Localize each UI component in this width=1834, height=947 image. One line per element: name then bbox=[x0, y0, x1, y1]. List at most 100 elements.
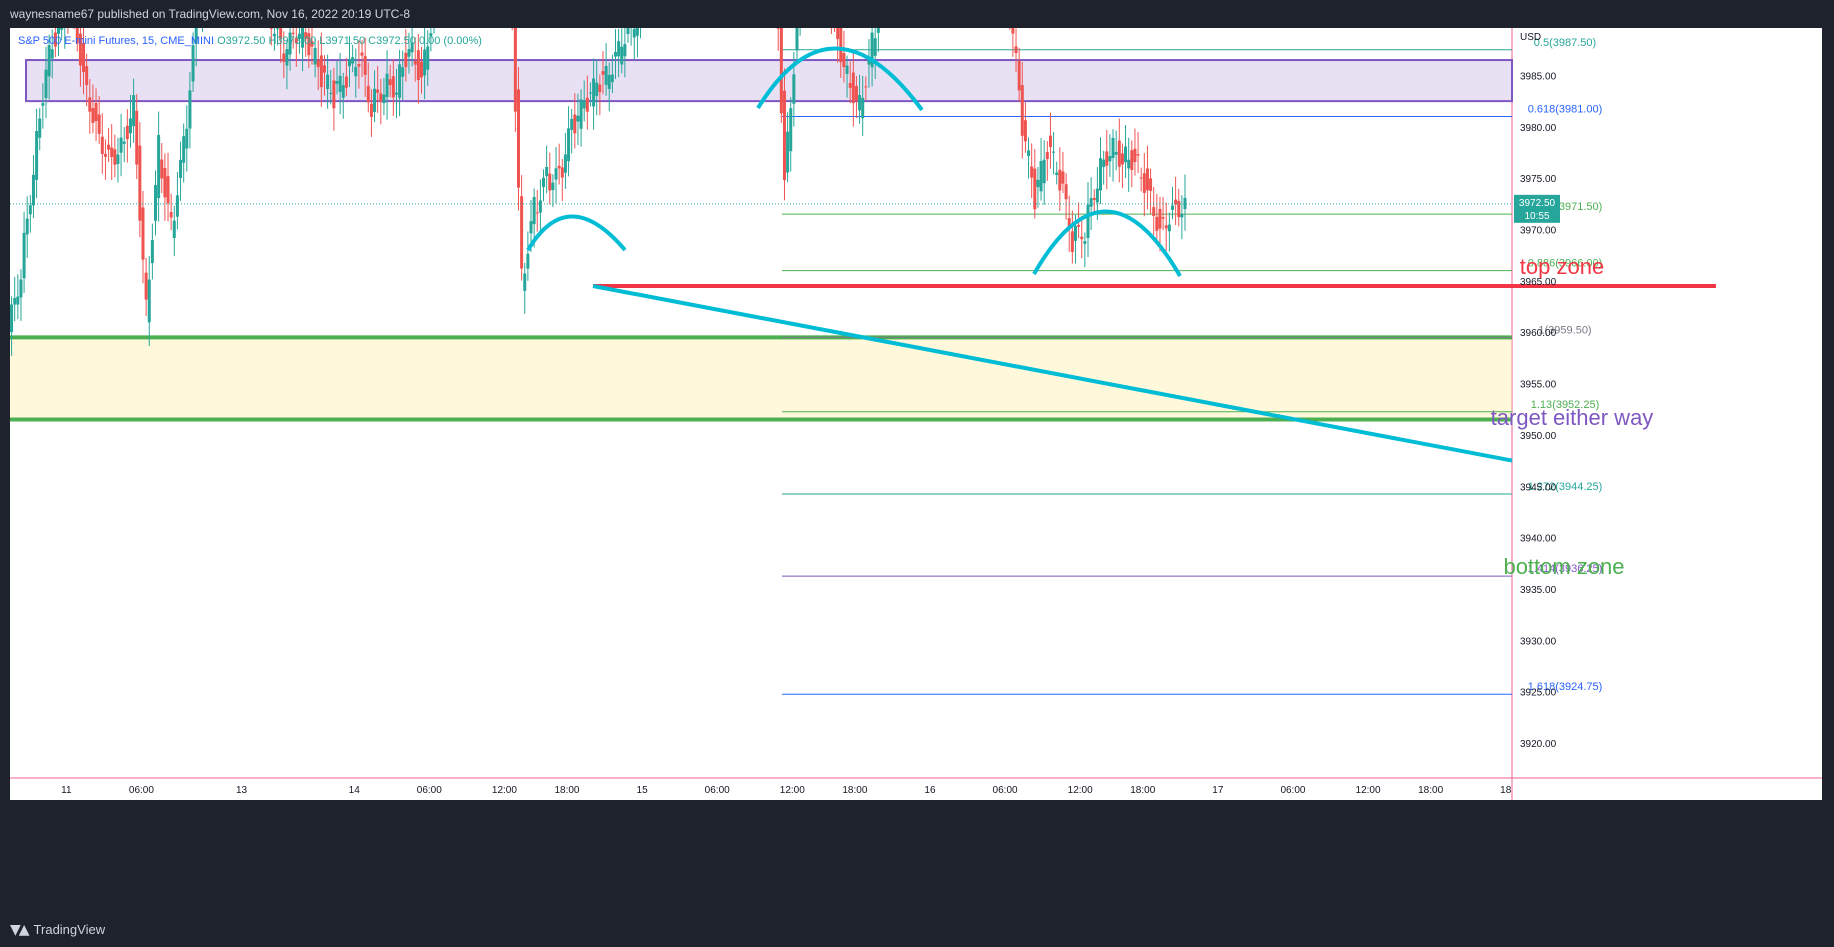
candle-body bbox=[526, 253, 530, 269]
candle-body bbox=[854, 85, 858, 101]
candle-body bbox=[782, 90, 786, 181]
legend-field: L3971.50 bbox=[316, 35, 365, 47]
candle-body bbox=[1105, 151, 1109, 166]
candle-body bbox=[22, 232, 26, 279]
candle-body bbox=[94, 102, 98, 122]
candle-body bbox=[360, 52, 364, 56]
candle-body bbox=[851, 72, 855, 104]
time-tick-label: 18:00 bbox=[842, 785, 867, 796]
candle-body bbox=[1042, 159, 1046, 184]
candle-body bbox=[1174, 199, 1178, 205]
candle-body bbox=[1039, 161, 1043, 192]
candle-body bbox=[617, 41, 621, 57]
plot-area bbox=[10, 28, 1512, 778]
fib-level-label: 1(3959.50) bbox=[1538, 324, 1591, 336]
candle-body bbox=[410, 42, 414, 53]
candle-body bbox=[382, 94, 386, 104]
candle-body bbox=[404, 52, 408, 68]
candle-body bbox=[532, 196, 536, 225]
fib-level-label: 1.272(3944.25) bbox=[1528, 481, 1603, 493]
candle-body bbox=[1011, 4, 1015, 34]
candle-body bbox=[91, 108, 95, 123]
candle-body bbox=[582, 100, 586, 109]
tradingview-brand[interactable]: ▼▲ TradingView bbox=[10, 922, 105, 938]
candle-body bbox=[620, 46, 624, 65]
time-tick-label: 06:00 bbox=[705, 785, 730, 796]
time-tick-label: 18:00 bbox=[1130, 785, 1155, 796]
candle-body bbox=[1073, 225, 1077, 241]
candle-body bbox=[1048, 135, 1052, 147]
candle-body bbox=[1067, 218, 1071, 230]
legend-field: S&P 500 E-mini Futures, 15, CME_MINI bbox=[18, 35, 214, 47]
candle-body bbox=[366, 85, 370, 103]
candle-body bbox=[551, 182, 555, 191]
candle-body bbox=[335, 81, 339, 84]
candle-body bbox=[391, 76, 395, 98]
candle-body bbox=[861, 97, 865, 119]
candle-body bbox=[401, 67, 405, 77]
candle-body bbox=[538, 200, 542, 213]
candle-body bbox=[291, 32, 295, 34]
time-tick-label: 12:00 bbox=[780, 785, 805, 796]
candle-body bbox=[160, 159, 164, 179]
candle-body bbox=[50, 49, 54, 59]
footer-bar: ▼▲ TradingView bbox=[0, 912, 1834, 947]
candle-body bbox=[1020, 85, 1024, 136]
candle-body bbox=[1058, 169, 1062, 191]
candle-body bbox=[379, 93, 383, 102]
candle-body bbox=[316, 60, 320, 68]
candle-body bbox=[297, 33, 301, 39]
candle-body bbox=[573, 114, 577, 134]
candle-body bbox=[423, 49, 427, 76]
price-tick-label: 3955.00 bbox=[1520, 380, 1557, 391]
candle-body bbox=[338, 75, 342, 92]
candle-body bbox=[272, 33, 276, 37]
candle-body bbox=[78, 33, 82, 66]
candle-body bbox=[523, 273, 527, 291]
candle-body bbox=[110, 147, 114, 158]
candle-body bbox=[1136, 154, 1140, 156]
candle-body bbox=[1133, 148, 1137, 163]
candle-body bbox=[1077, 224, 1081, 227]
candle-body bbox=[288, 32, 292, 55]
candle-body bbox=[839, 24, 843, 63]
candle-body bbox=[407, 49, 411, 57]
candle-body bbox=[1117, 140, 1121, 167]
candle-body bbox=[19, 279, 23, 298]
candle-body bbox=[1027, 150, 1031, 156]
candle-body bbox=[1095, 188, 1099, 203]
candle-body bbox=[326, 74, 330, 89]
time-tick-label: 06:00 bbox=[129, 785, 154, 796]
price-chart[interactable]: 0(4015.50)0.15(4008.25)0.382(3994.25)0.5… bbox=[0, 0, 1834, 912]
candle-body bbox=[1120, 153, 1124, 165]
candle-body bbox=[103, 153, 107, 157]
candle-body bbox=[419, 61, 423, 78]
candle-body bbox=[10, 304, 14, 333]
legend-field: 0.00 (0.00%) bbox=[416, 35, 482, 47]
fib-level-label: 0.618(3981.00) bbox=[1528, 104, 1603, 116]
candle-body bbox=[304, 32, 308, 39]
candle-body bbox=[554, 168, 558, 180]
candle-body bbox=[119, 137, 123, 153]
chart-canvas[interactable]: 0(4015.50)0.15(4008.25)0.382(3994.25)0.5… bbox=[0, 0, 1834, 912]
price-tick-label: 3960.00 bbox=[1520, 328, 1557, 339]
price-tick-label: 3940.00 bbox=[1520, 534, 1557, 545]
candle-body bbox=[1061, 171, 1065, 184]
candle-body bbox=[585, 97, 589, 112]
candle-body bbox=[1177, 200, 1181, 218]
time-tick-label: 18:00 bbox=[1418, 785, 1443, 796]
time-tick-label: 15 bbox=[637, 785, 649, 796]
candle-body bbox=[60, 8, 64, 30]
candle-body bbox=[191, 45, 195, 82]
candle-body bbox=[873, 38, 877, 56]
candle-body bbox=[1102, 159, 1106, 168]
price-tick-label: 3965.00 bbox=[1520, 277, 1557, 288]
candle-body bbox=[41, 103, 45, 106]
candle-body bbox=[563, 154, 567, 173]
candle-body bbox=[388, 79, 392, 86]
fib-level-label: 1.13(3952.25) bbox=[1531, 399, 1600, 411]
zone-label: top zone bbox=[1520, 254, 1604, 279]
candle-body bbox=[141, 207, 145, 260]
candle-body bbox=[122, 141, 126, 144]
shoulder-arc bbox=[526, 214, 627, 252]
